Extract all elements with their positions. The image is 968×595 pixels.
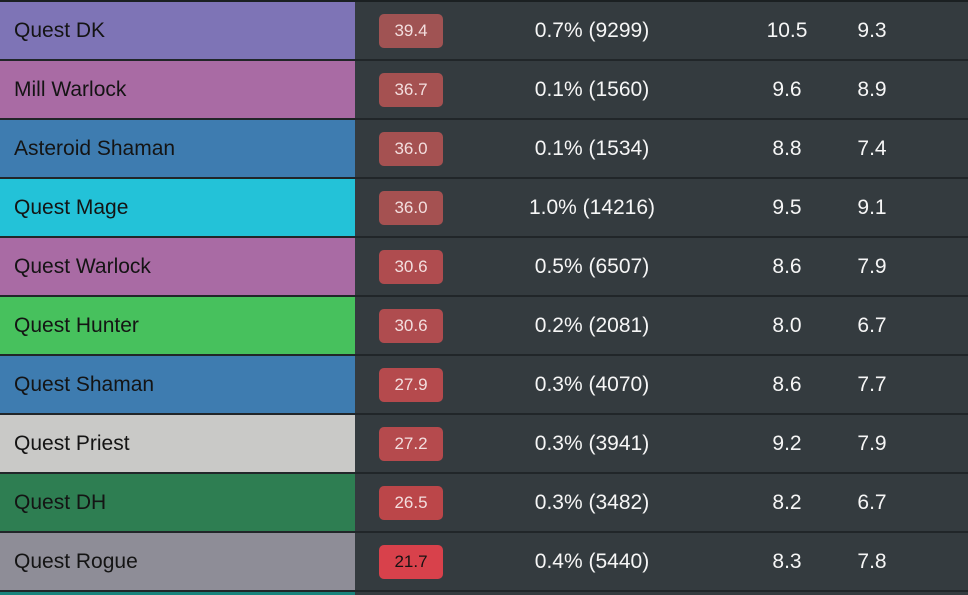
stat2-cell: 7.8 [857,549,887,573]
table-row[interactable]: Quest DK 39.4 0.7% (9299) 10.5 9.3 [0,2,968,59]
table-row[interactable]: Quest Warlock 30.6 0.5% (6507) 8.6 7.9 [0,238,968,295]
deck-name: Quest Warlock [14,254,151,278]
deck-name-cell[interactable]: Asteroid Shaman [0,120,355,177]
deck-name-cell[interactable]: Quest DH [0,474,355,531]
deck-name: Quest Priest [14,431,130,455]
stat1-cell: 8.0 [772,313,802,337]
stat1-cell: 9.5 [772,195,802,219]
winrate-cell: 39.4 [355,2,467,59]
stat2-cell: 9.1 [857,195,887,219]
winrate-badge: 36.7 [379,72,443,107]
stat2-cell: 6.7 [857,313,887,337]
deck-name-cell[interactable]: Quest Warlock [0,238,355,295]
popularity-cell: 0.4% (5440) [534,549,650,573]
deck-name: Mill Warlock [14,77,127,101]
stat2-cell: 7.4 [857,136,887,160]
popularity-cell: 0.1% (1534) [534,136,650,160]
stat2-cell: 9.3 [857,18,887,42]
popularity-cell: 0.5% (6507) [534,254,650,278]
table-row[interactable]: Quest DH 26.5 0.3% (3482) 8.2 6.7 [0,474,968,531]
winrate-cell: 21.7 [355,533,467,590]
winrate-badge: 27.2 [379,426,443,461]
winrate-cell: 36.0 [355,120,467,177]
deck-name: Quest Hunter [14,313,139,337]
winrate-badge: 27.9 [379,367,443,402]
table-row[interactable]: Quest Hunter 30.6 0.2% (2081) 8.0 6.7 [0,297,968,354]
deck-name: Quest Rogue [14,549,138,573]
table-row[interactable] [0,592,968,595]
stat1-cell: 8.3 [772,549,802,573]
winrate-cell: 30.6 [355,238,467,295]
deck-name-cell[interactable]: Quest Mage [0,179,355,236]
deck-name: Quest DH [14,490,107,514]
winrate-cell: 36.7 [355,61,467,118]
popularity-cell: 0.3% (3482) [534,490,650,514]
stat2-cell: 8.9 [857,77,887,101]
stat1-cell: 9.6 [772,77,802,101]
popularity-cell: 0.3% (3941) [534,431,650,455]
table-row[interactable]: Quest Mage 36.0 1.0% (14216) 9.5 9.1 [0,179,968,236]
winrate-cell: 27.2 [355,415,467,472]
stat2-cell: 6.7 [857,490,887,514]
table-row[interactable]: Quest Rogue 21.7 0.4% (5440) 8.3 7.8 [0,533,968,590]
deck-name-cell[interactable] [0,592,355,595]
popularity-cell: 1.0% (14216) [528,195,656,219]
deck-name: Quest Mage [14,195,129,219]
deck-name-cell[interactable]: Quest Shaman [0,356,355,413]
popularity-cell: 0.3% (4070) [534,372,650,396]
winrate-cell: 26.5 [355,474,467,531]
winrate-cell: 30.6 [355,297,467,354]
deck-name: Asteroid Shaman [14,136,176,160]
stat1-cell: 10.5 [766,18,808,42]
winrate-badge: 30.6 [379,249,443,284]
popularity-cell: 0.7% (9299) [534,18,650,42]
deck-name-cell[interactable]: Quest Priest [0,415,355,472]
winrate-badge: 26.5 [379,485,443,520]
stat1-cell: 8.2 [772,490,802,514]
winrate-badge: 36.0 [379,190,443,225]
stat1-cell: 9.2 [772,431,802,455]
winrate-cell: 27.9 [355,356,467,413]
deck-name: Quest Shaman [14,372,155,396]
winrate-badge: 36.0 [379,131,443,166]
stat1-cell: 8.8 [772,136,802,160]
stat2-cell: 7.7 [857,372,887,396]
deck-name-cell[interactable]: Quest Hunter [0,297,355,354]
deck-name: Quest DK [14,18,106,42]
winrate-badge: 39.4 [379,13,443,48]
popularity-cell: 0.2% (2081) [534,313,650,337]
stat2-cell: 7.9 [857,254,887,278]
table-row[interactable]: Asteroid Shaman 36.0 0.1% (1534) 8.8 7.4 [0,120,968,177]
winrate-badge: 30.6 [379,308,443,343]
winrate-cell: 36.0 [355,179,467,236]
stat2-cell: 7.9 [857,431,887,455]
stat1-cell: 8.6 [772,372,802,396]
stat1-cell: 8.6 [772,254,802,278]
table-row[interactable]: Quest Priest 27.2 0.3% (3941) 9.2 7.9 [0,415,968,472]
winrate-badge: 21.7 [379,544,443,579]
deck-name-cell[interactable]: Mill Warlock [0,61,355,118]
table-row[interactable]: Mill Warlock 36.7 0.1% (1560) 9.6 8.9 [0,61,968,118]
popularity-cell: 0.1% (1560) [534,77,650,101]
deck-name-cell[interactable]: Quest DK [0,2,355,59]
deck-name-cell[interactable]: Quest Rogue [0,533,355,590]
table-row[interactable]: Quest Shaman 27.9 0.3% (4070) 8.6 7.7 [0,356,968,413]
